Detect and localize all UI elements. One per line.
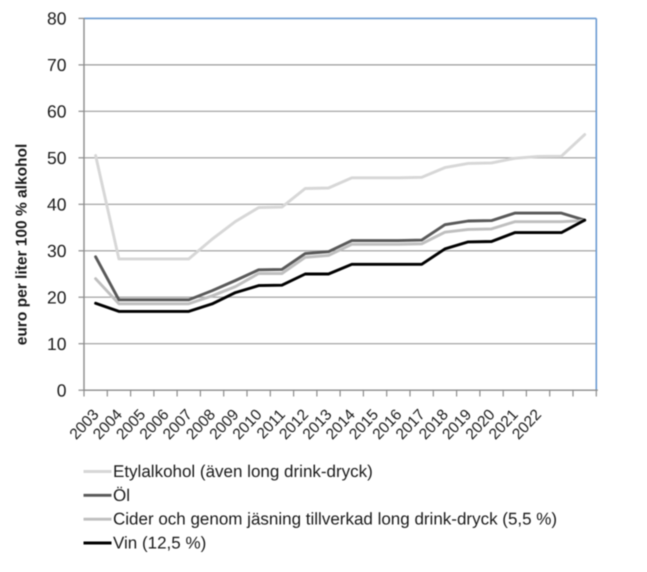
svg-text:Cider och genom jäsning tillve: Cider och genom jäsning tillverkad long … — [113, 510, 557, 529]
svg-text:70: 70 — [47, 55, 67, 75]
svg-text:60: 60 — [47, 102, 67, 122]
svg-text:euro per liter 100 % alkohol: euro per liter 100 % alkohol — [14, 144, 31, 346]
svg-text:50: 50 — [47, 148, 67, 168]
svg-text:20: 20 — [47, 287, 67, 307]
svg-text:10: 10 — [47, 334, 67, 354]
svg-text:40: 40 — [47, 195, 67, 215]
svg-text:Etylalkohol (även long drink-d: Etylalkohol (även long drink-dryck) — [113, 462, 373, 481]
svg-text:Öl: Öl — [113, 486, 130, 505]
svg-text:0: 0 — [57, 380, 67, 400]
svg-text:30: 30 — [47, 241, 67, 261]
svg-text:80: 80 — [47, 9, 67, 29]
svg-text:Vin (12,5 %): Vin (12,5 %) — [113, 534, 206, 553]
